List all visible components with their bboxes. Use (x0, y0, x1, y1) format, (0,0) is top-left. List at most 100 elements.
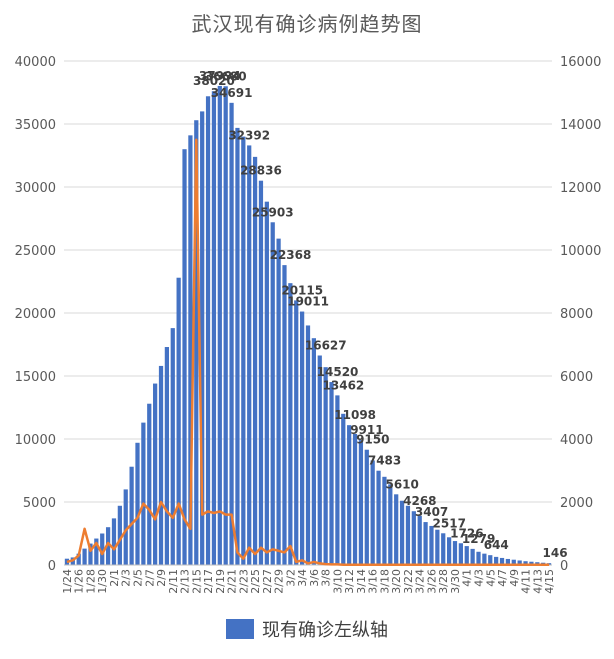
bar (370, 460, 375, 565)
x-tick-label: 3/22 (402, 569, 415, 594)
bar (417, 515, 422, 565)
bar (105, 527, 111, 565)
bar (405, 505, 411, 565)
bar (123, 489, 128, 565)
y-tick-label: 0 (48, 559, 56, 574)
bar (458, 543, 463, 565)
data-label: 28836 (240, 164, 282, 178)
bar (488, 555, 493, 565)
bar (352, 433, 358, 565)
data-label: 38020 (193, 74, 235, 88)
bar (270, 222, 275, 565)
x-tick-label: 1/26 (73, 569, 86, 594)
x-tick-label: 4/1 (461, 569, 474, 587)
bar (94, 538, 99, 565)
bar (88, 543, 93, 565)
y2-tick-label: 8000 (560, 307, 593, 322)
bar (176, 277, 181, 565)
bar (317, 355, 322, 565)
x-tick-label: 4/15 (543, 569, 556, 594)
y2-tick-label: 2000 (560, 496, 593, 511)
y2-tick-label: 6000 (560, 370, 593, 385)
x-tick-label: 1/24 (61, 569, 74, 594)
legend: 现有确诊左纵轴 (0, 616, 614, 642)
bar (394, 494, 399, 565)
x-tick-label: 2/15 (190, 569, 203, 594)
bar (229, 102, 234, 565)
y2-tick-label: 12000 (560, 181, 601, 196)
bar (323, 367, 328, 565)
bar (300, 311, 305, 565)
data-label: 20115 (281, 283, 323, 297)
bar (305, 325, 311, 565)
bar (441, 533, 446, 565)
bar (399, 500, 405, 565)
data-label: 9911 (350, 423, 383, 437)
bar (505, 558, 511, 565)
y-tick-label: 25000 (15, 244, 56, 259)
bar (311, 338, 316, 565)
x-tick-label: 2/25 (249, 569, 262, 594)
data-label: 5610 (385, 477, 418, 491)
x-tick-label: 2/11 (167, 569, 180, 594)
data-label: 32392 (228, 128, 270, 142)
data-label: 16627 (305, 338, 347, 352)
bar (494, 556, 499, 565)
data-label: 146 (543, 546, 568, 560)
x-tick-label: 2/5 (131, 569, 144, 587)
x-tick-label: 3/16 (367, 569, 380, 594)
bar (252, 156, 258, 566)
bar (476, 551, 481, 565)
bar (288, 283, 293, 565)
bar (347, 425, 352, 565)
y-tick-label: 15000 (15, 370, 56, 385)
bar (423, 522, 428, 565)
y-tick-label: 10000 (15, 433, 56, 448)
bar (282, 265, 287, 565)
data-label: 34691 (211, 86, 253, 100)
x-tick-label: 2/23 (237, 569, 250, 594)
legend-swatch (226, 619, 254, 639)
bar (117, 505, 122, 565)
bar (111, 518, 117, 565)
y-tick-label: 35000 (15, 118, 56, 133)
bar (247, 145, 252, 566)
bar (258, 180, 264, 565)
y2-tick-label: 4000 (560, 433, 593, 448)
bar (511, 559, 516, 565)
bar (329, 382, 334, 565)
x-tick-label: 2/7 (143, 569, 156, 587)
x-tick-label: 3/4 (296, 569, 309, 587)
y2-tick-label: 16000 (560, 55, 601, 70)
y-tick-label: 20000 (15, 307, 56, 322)
data-label: 3407 (415, 505, 448, 519)
x-tick-label: 4/13 (531, 569, 544, 594)
x-tick-label: 3/20 (390, 569, 403, 594)
bar (376, 470, 381, 565)
x-tick-label: 3/6 (308, 569, 321, 587)
y2-tick-label: 10000 (560, 244, 601, 259)
x-tick-label: 1/30 (96, 569, 109, 594)
x-tick-label: 2/27 (261, 569, 274, 594)
data-label: 2517 (433, 516, 466, 530)
bar (446, 537, 452, 565)
bar (164, 347, 170, 565)
bar (364, 449, 369, 565)
data-label: 9150 (356, 433, 389, 447)
bar (158, 365, 164, 565)
bar (147, 403, 152, 565)
bar (141, 422, 146, 565)
bar (276, 238, 281, 565)
bar (452, 541, 458, 565)
x-tick-label: 3/14 (355, 569, 368, 594)
series-line (66, 138, 550, 567)
x-tick-label: 1/28 (84, 569, 97, 594)
data-label: 644 (484, 538, 509, 552)
data-label: 36680 (205, 69, 247, 83)
x-tick-label: 3/26 (425, 569, 438, 594)
bar (411, 511, 416, 565)
data-label: 25903 (252, 205, 294, 219)
bar (235, 127, 240, 565)
